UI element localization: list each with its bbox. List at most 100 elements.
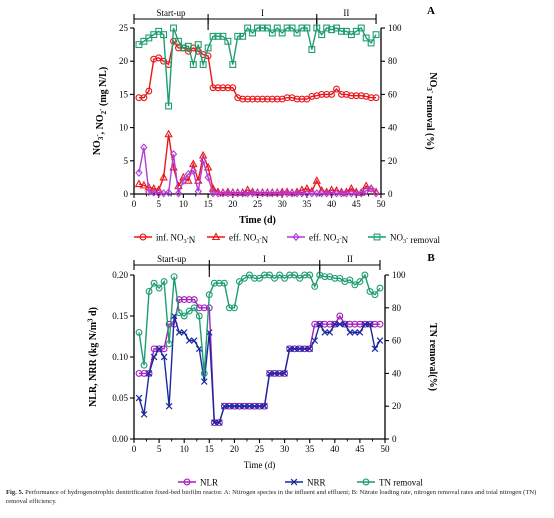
data-point bbox=[221, 402, 228, 410]
data-point bbox=[367, 184, 375, 193]
data-point bbox=[351, 281, 359, 289]
data-point bbox=[308, 46, 316, 54]
data-point bbox=[296, 274, 304, 282]
data-point bbox=[155, 284, 163, 292]
legend-marker bbox=[362, 478, 370, 486]
data-point bbox=[140, 369, 148, 377]
data-point bbox=[312, 176, 322, 184]
data-point bbox=[316, 320, 324, 328]
data-point bbox=[135, 328, 143, 336]
data-point bbox=[288, 24, 296, 32]
data-point bbox=[175, 296, 183, 304]
data-point bbox=[145, 187, 153, 197]
data-point bbox=[268, 29, 276, 37]
data-point bbox=[281, 370, 288, 377]
data-point bbox=[327, 185, 336, 194]
data-point bbox=[204, 44, 212, 52]
legend-label: eff. NO3-N bbox=[229, 233, 269, 246]
data-point bbox=[160, 278, 168, 286]
data-point bbox=[333, 85, 340, 93]
x-tick-label: 45 bbox=[352, 199, 362, 209]
phase-label: I bbox=[263, 254, 266, 264]
data-point bbox=[231, 402, 238, 410]
data-point bbox=[286, 345, 293, 353]
x-tick-label: 50 bbox=[381, 444, 391, 454]
data-point bbox=[308, 189, 316, 198]
data-point bbox=[298, 189, 306, 198]
data-point bbox=[288, 189, 296, 198]
data-point bbox=[321, 320, 329, 328]
data-point bbox=[160, 353, 168, 361]
data-point bbox=[311, 320, 319, 328]
data-point bbox=[318, 90, 326, 98]
data-point bbox=[135, 168, 143, 177]
chart-legend: inf. NO3-N eff. NO3-N eff. NO2-N NO3- remov… bbox=[134, 232, 441, 246]
data-point bbox=[366, 287, 374, 295]
data-point bbox=[170, 273, 178, 281]
data-point bbox=[249, 95, 257, 103]
data-point bbox=[200, 369, 208, 377]
data-point bbox=[326, 320, 334, 328]
data-point bbox=[293, 189, 301, 198]
data-point bbox=[154, 185, 163, 194]
series-inf-no3-n bbox=[135, 37, 380, 103]
data-point bbox=[224, 189, 232, 198]
data-point bbox=[155, 189, 163, 198]
data-point bbox=[311, 283, 319, 290]
y2-tick-label: 60 bbox=[388, 89, 398, 99]
data-point bbox=[229, 189, 237, 198]
data-point bbox=[256, 274, 263, 282]
data-point bbox=[149, 184, 158, 192]
y-tick-label: 0.15 bbox=[112, 311, 128, 321]
data-point bbox=[214, 84, 222, 92]
data-point bbox=[214, 189, 222, 198]
x-tick-label: 0 bbox=[132, 199, 137, 209]
series-no3-removal bbox=[135, 24, 380, 110]
data-point bbox=[239, 189, 247, 198]
data-point bbox=[258, 24, 266, 32]
legend-marker bbox=[292, 232, 300, 242]
data-point bbox=[331, 274, 339, 282]
data-point bbox=[194, 187, 202, 196]
data-point bbox=[332, 189, 341, 198]
data-point bbox=[184, 42, 192, 50]
data-point bbox=[256, 402, 263, 410]
data-point bbox=[352, 189, 360, 198]
x-axis-title: Time (d) bbox=[244, 460, 275, 470]
data-point bbox=[318, 189, 326, 198]
data-point bbox=[243, 185, 252, 194]
y2-tick-label: 80 bbox=[388, 56, 398, 66]
legend-label: TN removal bbox=[379, 478, 423, 487]
y2-tick-label: 20 bbox=[392, 401, 402, 411]
y-tick-label: 0 bbox=[124, 189, 129, 199]
x-tick-label: 20 bbox=[228, 199, 238, 209]
data-point bbox=[165, 340, 173, 348]
data-point bbox=[331, 320, 339, 328]
series-line bbox=[138, 147, 377, 195]
series-tn-removal bbox=[135, 271, 384, 377]
data-point bbox=[215, 279, 223, 287]
data-point bbox=[336, 274, 344, 282]
data-point bbox=[140, 361, 148, 369]
phase-label: II bbox=[343, 8, 349, 18]
data-point bbox=[342, 189, 351, 198]
data-point bbox=[160, 345, 168, 353]
data-point bbox=[155, 345, 163, 353]
x-tick-label: 25 bbox=[255, 444, 265, 454]
data-point bbox=[308, 92, 316, 100]
data-point bbox=[150, 353, 158, 361]
data-point bbox=[313, 24, 321, 32]
data-point bbox=[357, 92, 365, 100]
data-point bbox=[135, 394, 143, 402]
y-tick-label: 15 bbox=[119, 89, 129, 99]
data-point bbox=[234, 189, 242, 198]
legend-label: NRR bbox=[307, 478, 326, 487]
data-point bbox=[210, 419, 218, 426]
data-point bbox=[371, 291, 379, 299]
data-point bbox=[298, 95, 306, 103]
data-point bbox=[179, 176, 188, 185]
data-point bbox=[278, 95, 286, 103]
data-point bbox=[150, 55, 158, 63]
series-nrr bbox=[135, 312, 384, 426]
data-point bbox=[204, 173, 212, 182]
